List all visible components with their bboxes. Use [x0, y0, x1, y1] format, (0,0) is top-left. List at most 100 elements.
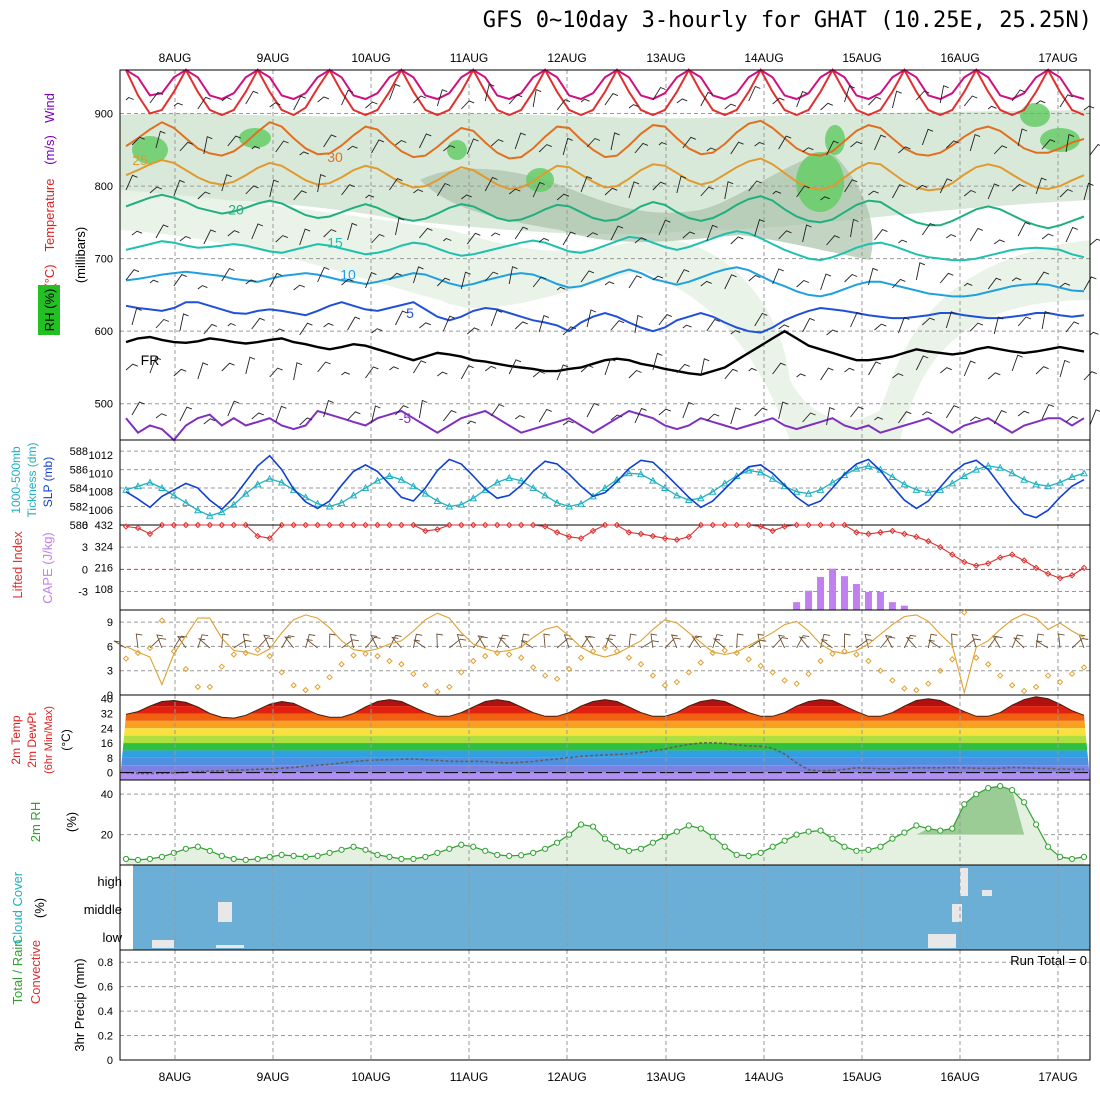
wind10-marker — [577, 654, 585, 661]
wind-barb — [682, 231, 696, 239]
wind10-marker — [505, 651, 513, 658]
rh2m-marker — [601, 835, 609, 842]
ylabel-cloud-units: (%) — [32, 898, 47, 918]
rh2m-marker — [518, 852, 525, 859]
wind-barb — [460, 100, 475, 110]
thickness-marker — [457, 500, 466, 508]
ylabel-min-max: (6hr Min/Max) — [43, 706, 55, 774]
wind-barb — [317, 173, 326, 193]
lifted-index-marker — [122, 523, 130, 530]
wind10-barb — [884, 635, 893, 649]
contour-label: 10 — [340, 267, 356, 283]
wind-barb — [820, 102, 834, 111]
wind-barb — [293, 284, 305, 291]
wind10-marker — [458, 669, 465, 676]
wind10-barb — [242, 633, 250, 649]
wind10-barb — [365, 636, 381, 649]
lifted-index-marker — [386, 521, 393, 529]
wind-barb — [898, 146, 911, 154]
cape-bar — [841, 576, 848, 610]
wind10-barb — [928, 639, 941, 649]
wind-barb — [610, 320, 625, 331]
thickness-marker — [361, 483, 370, 492]
wind-barb — [796, 279, 809, 288]
rh-high-shading-6 — [1020, 103, 1050, 127]
thickness-marker — [888, 472, 897, 480]
lifted-index-marker — [206, 521, 214, 529]
wind-barb — [921, 222, 936, 236]
wind-barb — [987, 183, 1000, 200]
wind-barb — [413, 189, 424, 194]
wind-barb — [993, 316, 1004, 335]
wind-barb — [1035, 100, 1046, 105]
wind-barb — [652, 352, 663, 371]
wind-barb — [490, 309, 503, 327]
wind-barb — [317, 266, 330, 283]
ylabel-2m-temp: 2m Temp — [9, 715, 23, 764]
wind-barb — [371, 139, 385, 154]
wind-barb — [778, 230, 792, 240]
rh-high-shading-1 — [239, 128, 271, 148]
pressure-tick-label: 800 — [95, 181, 113, 193]
wind-barb — [1035, 177, 1047, 195]
wind10-barb — [263, 634, 271, 649]
temp-tick-label: 32 — [101, 708, 113, 720]
cape-bar — [888, 602, 896, 610]
wind-barb — [131, 307, 142, 326]
wind-barb — [538, 408, 552, 423]
wind-barb — [1035, 366, 1049, 375]
thickness-marker — [505, 473, 514, 481]
thickness-marker — [864, 461, 873, 469]
wind-barb — [892, 373, 904, 379]
wind-barb — [604, 187, 618, 196]
lifted-index-marker — [757, 523, 764, 530]
wind-barb — [706, 224, 718, 242]
wind-barb — [508, 266, 518, 285]
rh2m-marker — [218, 852, 225, 859]
contour-35 — [125, 67, 1085, 117]
wind-barb — [700, 186, 714, 197]
wind-barb — [796, 185, 810, 198]
wind-barb — [341, 89, 354, 106]
wind-barb — [940, 367, 952, 374]
thickness-marker — [996, 463, 1005, 471]
wind-barb — [149, 91, 164, 104]
wind-barb — [556, 99, 571, 111]
wind-barb — [436, 182, 451, 197]
ylabel-cloud-cover: Cloud Cover — [10, 871, 25, 944]
rh2m-marker — [865, 846, 872, 853]
wind10-barb — [113, 640, 127, 649]
temp-tick-label: 0 — [107, 768, 113, 780]
wind10-barb — [341, 639, 359, 649]
ylabel-temperature: Temperature — [42, 179, 57, 252]
wind10-marker — [529, 664, 537, 671]
cape-bar — [876, 591, 884, 610]
rh2m-marker — [494, 851, 501, 858]
ylabel-slp: SLP (mb) — [41, 457, 55, 507]
temp-band-5 — [120, 735, 1090, 744]
thickness-marker — [673, 491, 681, 499]
lifted-index-marker — [1056, 575, 1064, 582]
lifted-index-marker — [781, 523, 788, 530]
wind10-barb — [149, 637, 167, 649]
date-label-bottom: 14AUG — [744, 1070, 783, 1084]
wind-barb — [850, 406, 864, 418]
thickness-marker — [553, 498, 561, 506]
lifted-index-marker — [925, 538, 932, 545]
wind-barb — [1083, 371, 1097, 381]
lifted-index-marker — [949, 551, 956, 558]
wind10-marker — [314, 683, 321, 691]
thickness-marker — [708, 487, 717, 495]
date-label-top: 17AUG — [1038, 51, 1077, 65]
pressure-tick-label: 600 — [95, 326, 113, 338]
wind-barb — [437, 371, 448, 377]
wind-barb — [155, 413, 167, 419]
wind-barb — [514, 226, 529, 240]
wind-barb — [826, 140, 839, 156]
wind-barb — [969, 133, 981, 152]
wind-barb — [131, 401, 145, 416]
wind-barb — [1011, 183, 1025, 192]
wind-barb — [179, 141, 193, 152]
wind-barb — [275, 328, 285, 333]
ylabel-precip: 3hr Precip (mm) — [72, 958, 87, 1051]
